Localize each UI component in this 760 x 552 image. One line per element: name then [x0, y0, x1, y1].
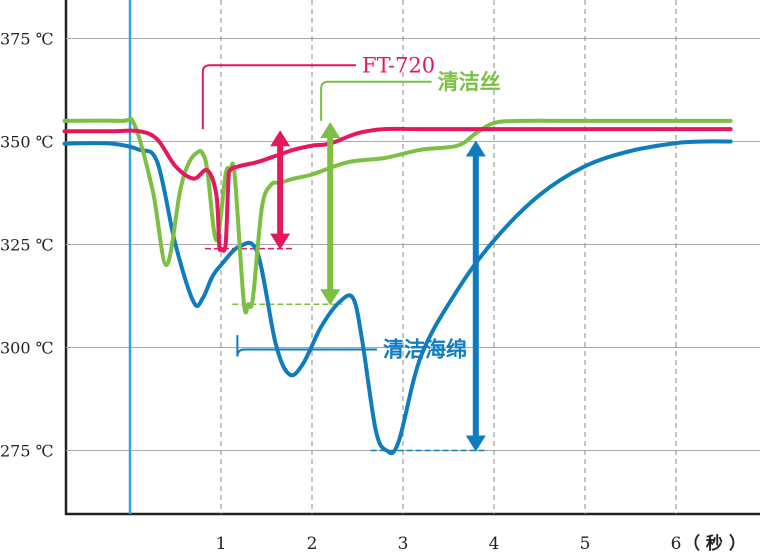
x-tick-label: 6 — [671, 534, 682, 552]
x-tick-label: 3 — [398, 534, 409, 552]
y-tick-label: 350 ℃ — [0, 133, 54, 152]
series-label: 清洁丝 — [438, 70, 501, 94]
x-tick-label: 2 — [307, 534, 318, 552]
range-arrows — [270, 121, 486, 452]
y-tick-label: 375 ℃ — [0, 30, 54, 49]
range-arrow-head-down — [270, 233, 291, 250]
range-arrow-head-down — [320, 289, 341, 306]
x-axis-unit-label: （ 秒 ） — [683, 533, 746, 552]
label-leader-line — [201, 64, 357, 130]
range-arrow-head-up — [465, 140, 486, 157]
plot-frame — [64, 0, 760, 516]
series-line — [62, 126, 733, 253]
series-lines — [62, 116, 733, 456]
series-label: FT-720 — [362, 53, 435, 77]
series-line — [62, 139, 733, 456]
axis-ticks: （ 秒 ） 375 ℃ 350 ℃ 325 ℃ 300 ℃ 275 ℃ 1 2 3 4 5 6 — [0, 30, 746, 552]
range-arrow-head-down — [465, 435, 486, 452]
x-tick-label: 5 — [580, 534, 591, 552]
y-tick-label: 300 ℃ — [0, 339, 54, 358]
x-tick-label: 1 — [216, 534, 227, 552]
y-tick-label: 275 ℃ — [0, 442, 54, 461]
y-tick-label: 325 ℃ — [0, 236, 54, 255]
range-arrow-head-up — [320, 121, 341, 138]
range-arrow-head-up — [270, 130, 291, 147]
grid-lines — [66, 0, 760, 514]
x-tick-label: 4 — [489, 534, 500, 552]
series-line — [62, 116, 733, 315]
label-leader-line — [320, 80, 432, 121]
series-label: 清洁海绵 — [383, 338, 467, 362]
label-leader-line — [236, 335, 377, 357]
